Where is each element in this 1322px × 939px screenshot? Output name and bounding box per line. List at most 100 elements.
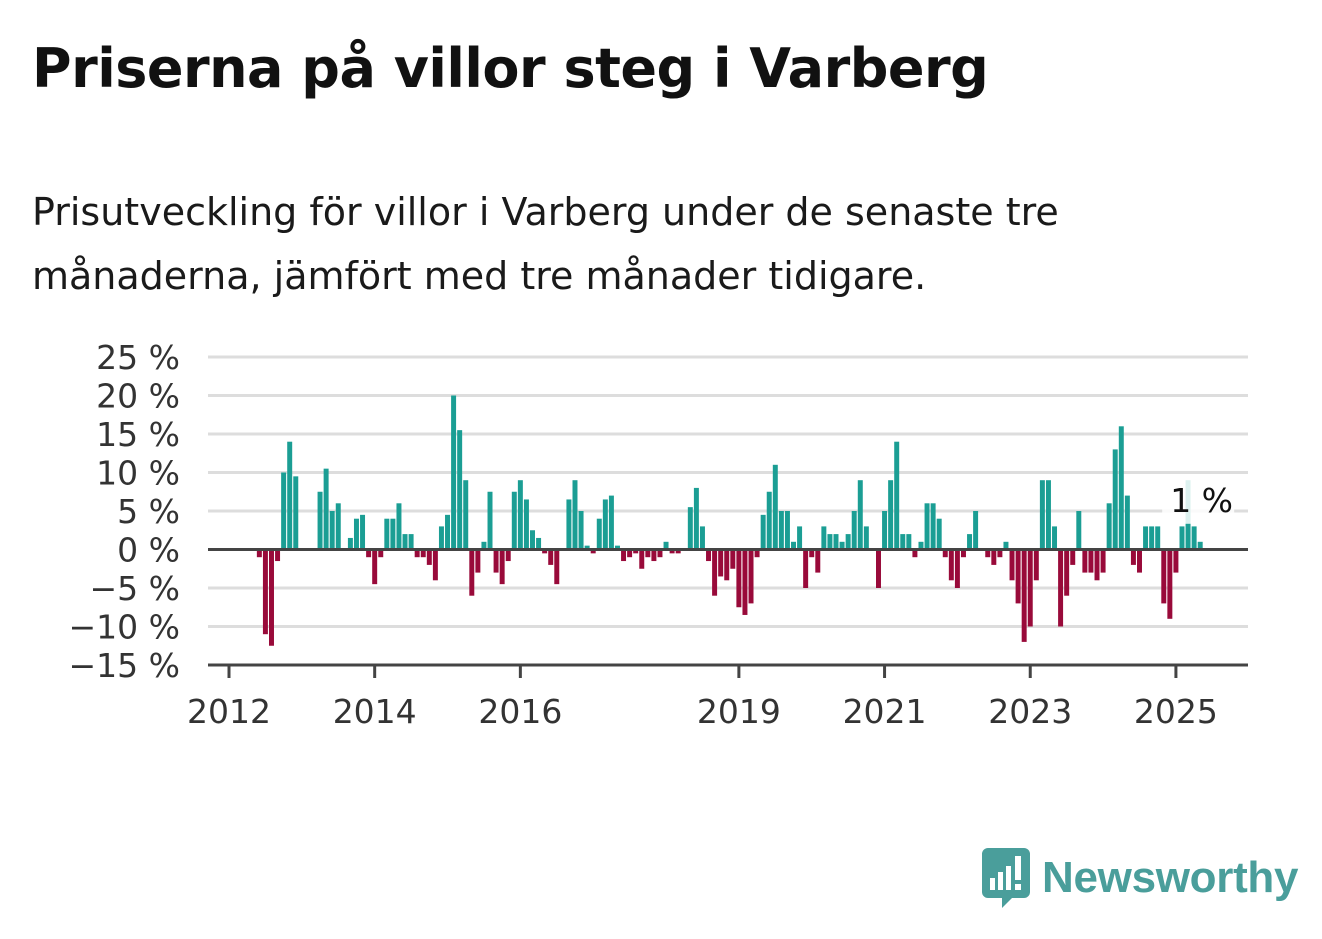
bar bbox=[353, 518, 359, 550]
bar bbox=[463, 480, 469, 550]
bar bbox=[845, 534, 851, 550]
bar bbox=[1064, 549, 1070, 596]
bar bbox=[803, 549, 809, 588]
bar bbox=[536, 537, 542, 550]
bar bbox=[335, 503, 341, 550]
bar bbox=[742, 549, 748, 615]
bar bbox=[481, 541, 487, 550]
bar bbox=[657, 549, 663, 558]
bar bbox=[766, 491, 772, 550]
bar bbox=[894, 441, 900, 550]
bar bbox=[548, 549, 554, 565]
bar bbox=[323, 468, 329, 550]
bar bbox=[402, 534, 408, 550]
bar bbox=[432, 549, 438, 581]
bar bbox=[906, 534, 912, 550]
bar bbox=[772, 464, 778, 550]
bar bbox=[912, 549, 918, 558]
bar bbox=[900, 534, 906, 550]
bar bbox=[1003, 541, 1009, 550]
bar bbox=[876, 549, 881, 588]
bar bbox=[627, 549, 633, 558]
bar bbox=[960, 549, 966, 558]
bar bbox=[584, 545, 590, 550]
bar bbox=[669, 549, 675, 554]
bar bbox=[754, 549, 760, 558]
bar bbox=[378, 549, 384, 558]
bar bbox=[1106, 503, 1112, 550]
bar bbox=[457, 430, 463, 550]
bar bbox=[554, 549, 560, 585]
bars bbox=[256, 395, 1203, 646]
bar bbox=[523, 499, 529, 550]
bar bbox=[590, 549, 596, 554]
bar bbox=[451, 395, 457, 550]
bar bbox=[384, 518, 390, 550]
x-tick-label: 2012 bbox=[187, 692, 271, 731]
bar bbox=[1100, 549, 1106, 573]
bar bbox=[505, 549, 511, 562]
bar bbox=[918, 541, 924, 550]
bar bbox=[1197, 541, 1203, 550]
bar bbox=[475, 549, 481, 573]
bar bbox=[948, 549, 954, 581]
bar bbox=[1143, 526, 1149, 550]
bar bbox=[445, 514, 451, 550]
bar bbox=[317, 491, 323, 550]
logo-icon bbox=[982, 848, 1030, 908]
bar bbox=[1167, 549, 1173, 619]
x-tick-label: 2014 bbox=[333, 692, 417, 731]
bar bbox=[1009, 549, 1015, 581]
y-tick-label: 20 % bbox=[96, 377, 180, 416]
bar bbox=[360, 514, 366, 550]
bar bbox=[1137, 549, 1142, 573]
bar bbox=[1149, 526, 1155, 550]
bar bbox=[438, 526, 444, 550]
bar bbox=[347, 537, 353, 550]
bar bbox=[426, 549, 432, 565]
bar bbox=[1179, 526, 1185, 550]
bar bbox=[1027, 549, 1033, 627]
bar bbox=[857, 480, 863, 550]
bar bbox=[827, 534, 833, 550]
bar bbox=[517, 480, 523, 550]
bar bbox=[596, 518, 602, 550]
bar bbox=[712, 549, 718, 596]
bar bbox=[511, 491, 517, 550]
bar bbox=[269, 549, 274, 646]
bar bbox=[784, 511, 790, 550]
bar bbox=[499, 549, 505, 585]
grid-lines bbox=[208, 355, 1248, 628]
y-tick-label: 0 % bbox=[117, 531, 180, 570]
chart-title: Priserna på villor steg i Varberg bbox=[32, 37, 989, 100]
bar bbox=[578, 511, 584, 550]
bar bbox=[256, 549, 262, 558]
bar bbox=[997, 549, 1003, 558]
bar bbox=[736, 549, 742, 608]
y-tick-label: 25 % bbox=[96, 338, 180, 377]
bar bbox=[572, 480, 578, 550]
bar bbox=[1015, 549, 1021, 604]
x-tick-label: 2025 bbox=[1134, 692, 1218, 731]
annotation-layer: 1 % bbox=[1162, 479, 1235, 524]
bar bbox=[1124, 495, 1130, 550]
bar bbox=[608, 495, 614, 550]
y-tick-label: 15 % bbox=[96, 415, 180, 454]
bar bbox=[663, 541, 669, 550]
bar bbox=[760, 514, 766, 550]
logo-text: Newsworthy bbox=[1042, 853, 1299, 902]
bar bbox=[851, 511, 857, 550]
annotation-label: 1 % bbox=[1170, 481, 1233, 520]
bar bbox=[1052, 526, 1058, 550]
x-axis-ticks: 2012 2014 2016 2019 2021 2023 2025 bbox=[187, 665, 1218, 731]
axes bbox=[208, 548, 1248, 667]
bar bbox=[1155, 526, 1161, 550]
chart-subtitle: Prisutveckling för villor i Varberg unde… bbox=[32, 190, 1059, 298]
y-tick-label: −10 % bbox=[69, 608, 181, 647]
bar bbox=[621, 549, 627, 562]
y-tick-label: −15 % bbox=[69, 646, 181, 685]
bar bbox=[293, 476, 299, 550]
bar bbox=[930, 503, 936, 550]
bar bbox=[602, 499, 608, 550]
bar bbox=[863, 526, 869, 550]
